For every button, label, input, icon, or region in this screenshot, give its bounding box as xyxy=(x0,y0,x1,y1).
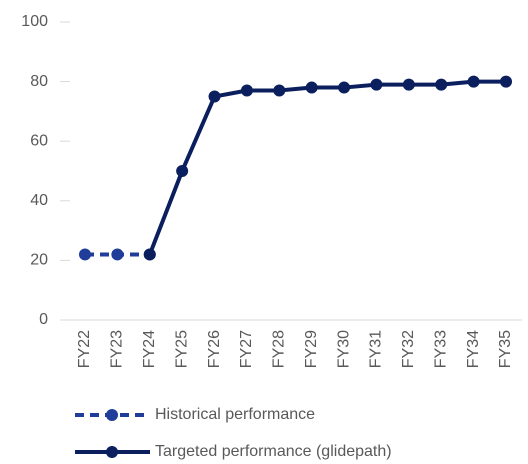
x-tick-label: FY22 xyxy=(76,330,93,368)
point xyxy=(435,78,448,91)
y-tick-label: 40 xyxy=(30,192,48,209)
x-tick-label: FY31 xyxy=(368,330,385,368)
point xyxy=(500,75,512,88)
x-tick-label: FY25 xyxy=(173,330,190,368)
legend-label: Targeted performance (glidepath) xyxy=(155,443,392,460)
y-tick-label: 100 xyxy=(21,13,48,30)
x-tick-label: FY26 xyxy=(206,330,223,368)
point xyxy=(111,248,124,261)
point xyxy=(402,78,415,91)
y-tick-label: 60 xyxy=(30,132,48,149)
series-line xyxy=(147,79,506,256)
point xyxy=(79,248,91,261)
x-tick-label: FY28 xyxy=(271,330,288,368)
x-tick-label: FY29 xyxy=(303,330,320,368)
legend-label: Historical performance xyxy=(155,406,315,423)
x-tick-label: FY34 xyxy=(465,330,482,368)
y-tick-label: 0 xyxy=(39,311,48,328)
x-tick-label: FY33 xyxy=(432,330,449,368)
point xyxy=(273,84,286,97)
y-tick-label: 20 xyxy=(30,252,48,269)
point xyxy=(338,81,351,94)
point xyxy=(176,165,189,177)
x-tick-label: FY35 xyxy=(497,330,514,368)
legend-marker xyxy=(106,409,118,421)
point xyxy=(143,248,156,261)
legend-marker xyxy=(106,446,118,458)
x-tick-label: FY27 xyxy=(238,330,255,368)
point xyxy=(305,81,318,94)
x-tick-label: FY24 xyxy=(141,330,158,368)
point xyxy=(240,84,253,97)
point xyxy=(370,78,383,91)
x-tick-label: FY23 xyxy=(109,330,126,368)
x-tick-label: FY32 xyxy=(400,330,417,368)
y-tick-label: 80 xyxy=(30,73,48,90)
x-tick-label: FY30 xyxy=(335,330,352,368)
point xyxy=(208,90,221,103)
point xyxy=(467,75,480,88)
